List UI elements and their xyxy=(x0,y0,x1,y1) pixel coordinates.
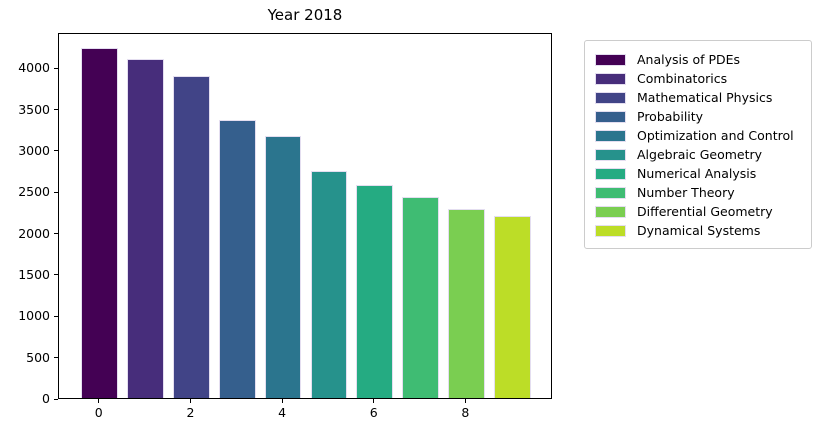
x-tick-mark xyxy=(281,399,283,403)
y-tick-label: 2500 xyxy=(18,184,50,200)
y-tick-mark xyxy=(54,150,58,152)
x-tick-label: 8 xyxy=(461,405,470,420)
legend-entry: Number Theory xyxy=(595,183,803,202)
x-tick-mark xyxy=(373,399,375,403)
y-tick-label: 0 xyxy=(42,391,50,406)
x-tick-mark xyxy=(464,399,466,403)
legend-entry: Analysis of PDEs xyxy=(595,50,803,69)
y-tick-label: 3500 xyxy=(18,101,50,117)
legend-label: Probability xyxy=(637,109,704,124)
y-tick-label: 1000 xyxy=(18,308,50,324)
legend-swatch-icon xyxy=(595,224,626,237)
legend-swatch-icon xyxy=(595,167,626,180)
legend-label: Number Theory xyxy=(637,185,735,200)
bar-1 xyxy=(127,59,164,398)
legend-label: Numerical Analysis xyxy=(637,166,757,181)
legend-entry: Differential Geometry xyxy=(595,202,803,221)
legend-label: Algebraic Geometry xyxy=(637,147,763,162)
bar-7 xyxy=(402,196,439,398)
x-tick-label: 0 xyxy=(94,405,103,420)
legend-swatch-icon xyxy=(595,205,626,218)
bar-2 xyxy=(173,76,210,398)
x-tick-label: 4 xyxy=(278,405,287,420)
bar-6 xyxy=(356,185,394,398)
legend-label: Analysis of PDEs xyxy=(637,52,741,67)
legend-label: Optimization and Control xyxy=(637,128,794,143)
legend-entry: Optimization and Control xyxy=(595,126,803,145)
legend-entry: Probability xyxy=(595,107,803,126)
legend-swatch-icon xyxy=(595,72,626,85)
y-tick-label: 1500 xyxy=(18,266,50,282)
y-tick-label: 500 xyxy=(26,349,50,365)
x-tick-label: 2 xyxy=(186,405,195,420)
bar-4 xyxy=(264,135,302,398)
y-tick-label: 3000 xyxy=(18,142,50,158)
legend-entry: Algebraic Geometry xyxy=(595,145,803,164)
y-tick-mark xyxy=(54,398,58,400)
plot-area xyxy=(58,33,552,399)
y-tick-label: 2000 xyxy=(18,225,50,241)
legend-entry: Dynamical Systems xyxy=(595,221,803,240)
legend-swatch-icon xyxy=(595,91,626,104)
x-tick-label: 6 xyxy=(369,405,378,420)
x-tick-mark xyxy=(98,399,100,403)
legend-label: Combinatorics xyxy=(637,71,728,86)
y-tick-label: 4000 xyxy=(18,60,50,76)
bar-3 xyxy=(218,120,256,398)
legend-swatch-icon xyxy=(595,129,626,142)
x-tick-mark xyxy=(189,399,191,403)
legend-swatch-icon xyxy=(595,148,626,161)
bar-5 xyxy=(310,170,348,398)
legend-label: Differential Geometry xyxy=(637,204,773,219)
bar-8 xyxy=(448,209,485,398)
chart-title: Year 2018 xyxy=(267,6,343,24)
legend-entry: Mathematical Physics xyxy=(595,88,803,107)
legend-entry: Combinatorics xyxy=(595,69,803,88)
legend-swatch-icon xyxy=(595,186,626,199)
y-tick-mark xyxy=(54,357,58,359)
y-tick-mark xyxy=(54,67,58,69)
legend-entry: Numerical Analysis xyxy=(595,164,803,183)
y-tick-mark xyxy=(54,191,58,193)
legend-swatch-icon xyxy=(595,53,626,66)
y-tick-mark xyxy=(54,274,58,276)
y-tick-mark xyxy=(54,315,58,317)
bar-0 xyxy=(81,47,119,398)
bar-9 xyxy=(493,216,531,398)
legend-swatch-icon xyxy=(595,110,626,123)
legend-label: Dynamical Systems xyxy=(637,223,761,238)
legend-box: Analysis of PDEs Combinatorics Mathematica… xyxy=(584,40,812,249)
y-tick-mark xyxy=(54,109,58,110)
y-tick-mark xyxy=(54,233,58,235)
legend-label: Mathematical Physics xyxy=(637,90,773,105)
